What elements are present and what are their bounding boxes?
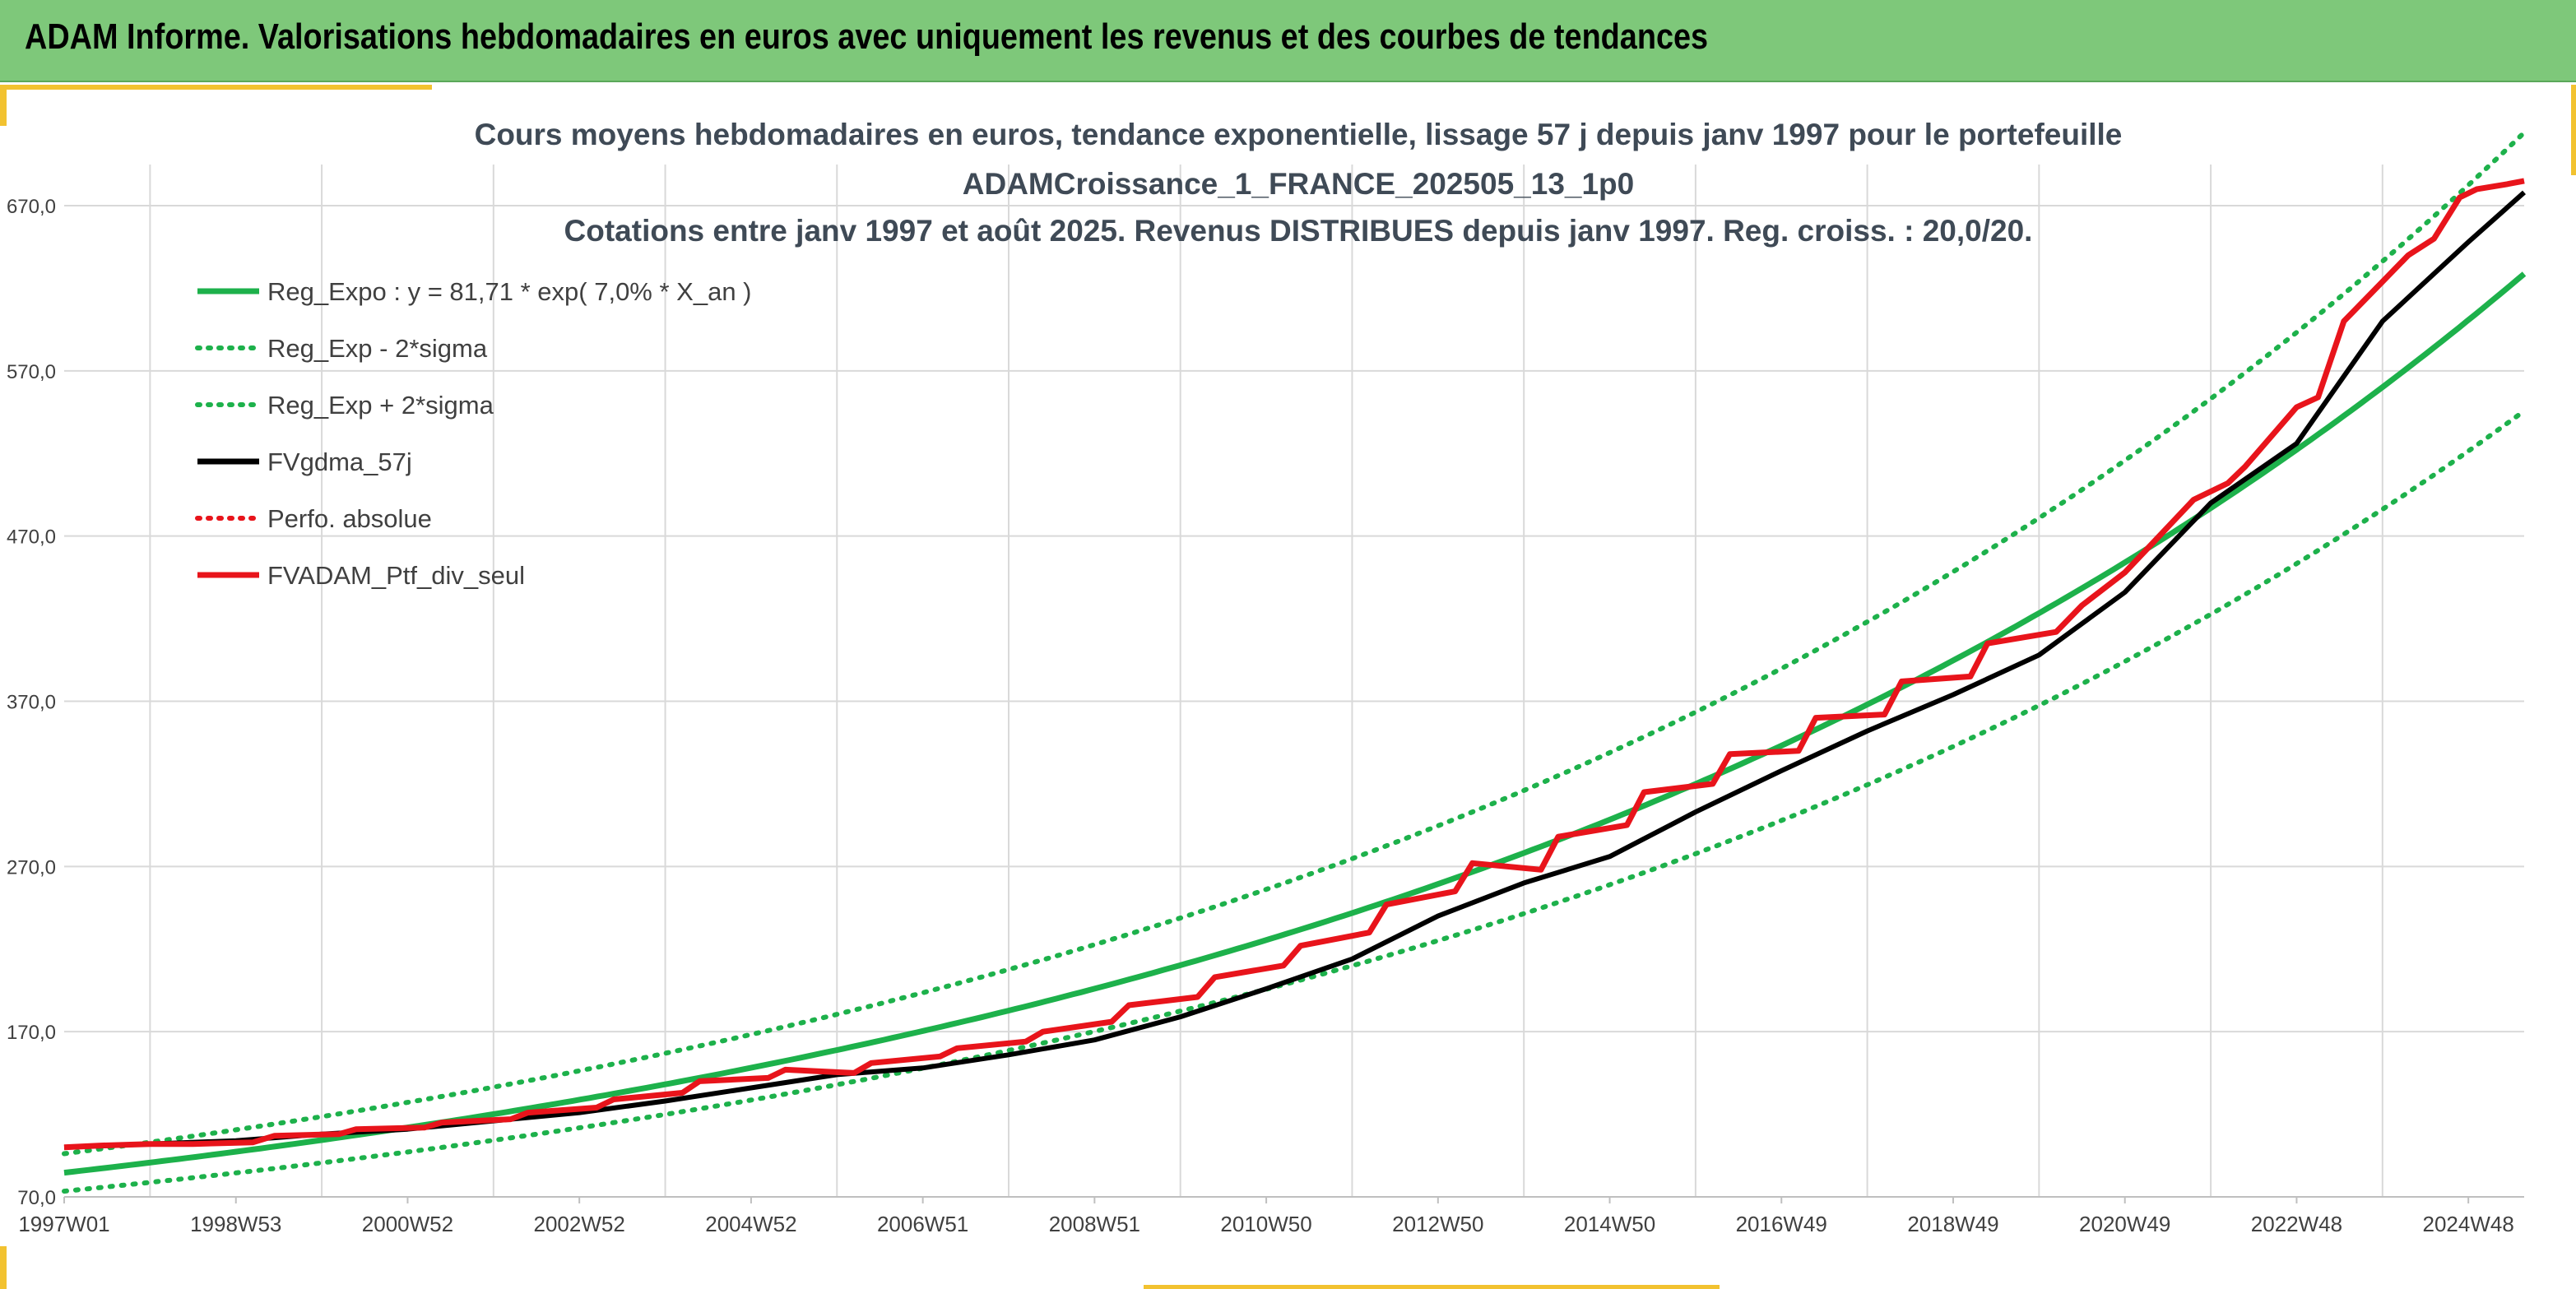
accent-bar-bottom-left [0, 1246, 7, 1289]
x-tick-label: 1998W53 [190, 1212, 281, 1236]
x-tick-label: 2008W51 [1049, 1212, 1140, 1236]
series-line-reg-exp-minus-2sigma [62, 408, 2527, 1194]
y-tick-label: 370,0 [7, 692, 56, 714]
y-tick-label: 670,0 [7, 196, 56, 218]
legend-label: Reg_Exp + 2*sigma [267, 391, 494, 420]
x-tick-label: 2016W49 [1736, 1212, 1827, 1236]
legend-label: Perfo. absolue [267, 504, 432, 533]
legend-label: FVADAM_Ptf_div_seul [267, 561, 525, 590]
x-tick-label: 1997W01 [18, 1212, 109, 1236]
accent-bar-right [2571, 85, 2576, 175]
y-tick-label: 70,0 [17, 1187, 56, 1209]
x-tick-label: 2006W51 [877, 1212, 968, 1236]
legend-label: FVgdma_57j [267, 447, 412, 476]
x-tick-label: 2004W52 [705, 1212, 796, 1236]
page-title: ADAM Informe. Valorisations hebdomadaire… [25, 16, 1709, 57]
axes: 70,0 170,0 270,0 370,0 470,0 570,0 670,0 1997W0… [7, 196, 2524, 1236]
series-line-reg-exp-plus-2sigma [62, 130, 2527, 1157]
x-tick-label: 2014W50 [1564, 1212, 1655, 1236]
x-tick-label: 2020W49 [2079, 1212, 2170, 1236]
series-line-reg-expo [63, 271, 2527, 1176]
accent-bar-bottom [1144, 1285, 1720, 1289]
y-tick-label: 470,0 [7, 526, 56, 549]
y-tick-label: 570,0 [7, 361, 56, 383]
chart-title-line-3: Cotations entre janv 1997 et août 2025. … [564, 214, 2033, 248]
grid [64, 165, 2524, 1198]
x-tick-label: 2002W52 [534, 1212, 625, 1236]
y-tick-label: 170,0 [7, 1022, 56, 1044]
x-tick-label: 2012W50 [1392, 1212, 1483, 1236]
chart-title-line-2: ADAMCroissance_1_FRANCE_202505_13_1p0 [963, 167, 1634, 201]
x-tick-label: 2000W52 [362, 1212, 453, 1236]
series-area [62, 130, 2527, 1194]
legend: Reg_Expo : y = 81,71 * exp( 7,0% * X_an … [195, 277, 752, 590]
legend-label: Reg_Expo : y = 81,71 * exp( 7,0% * X_an … [267, 277, 752, 306]
x-tick-label: 2022W48 [2251, 1212, 2342, 1236]
accent-bar-top-left [0, 85, 432, 90]
series-line-fvadam-ptf-div-seul [63, 178, 2525, 1151]
header-bar: ADAM Informe. Valorisations hebdomadaire… [0, 0, 2576, 82]
x-tick-label: 2024W48 [2423, 1212, 2514, 1236]
y-tick-label: 270,0 [7, 856, 56, 879]
accent-bar-left [0, 85, 7, 126]
x-tick-label: 2018W49 [1907, 1212, 1998, 1236]
chart-title-line-1: Cours moyens hebdomadaires en euros, ten… [475, 118, 2123, 151]
x-tick-label: 2010W50 [1220, 1212, 1311, 1236]
legend-label: Reg_Exp - 2*sigma [267, 334, 488, 363]
